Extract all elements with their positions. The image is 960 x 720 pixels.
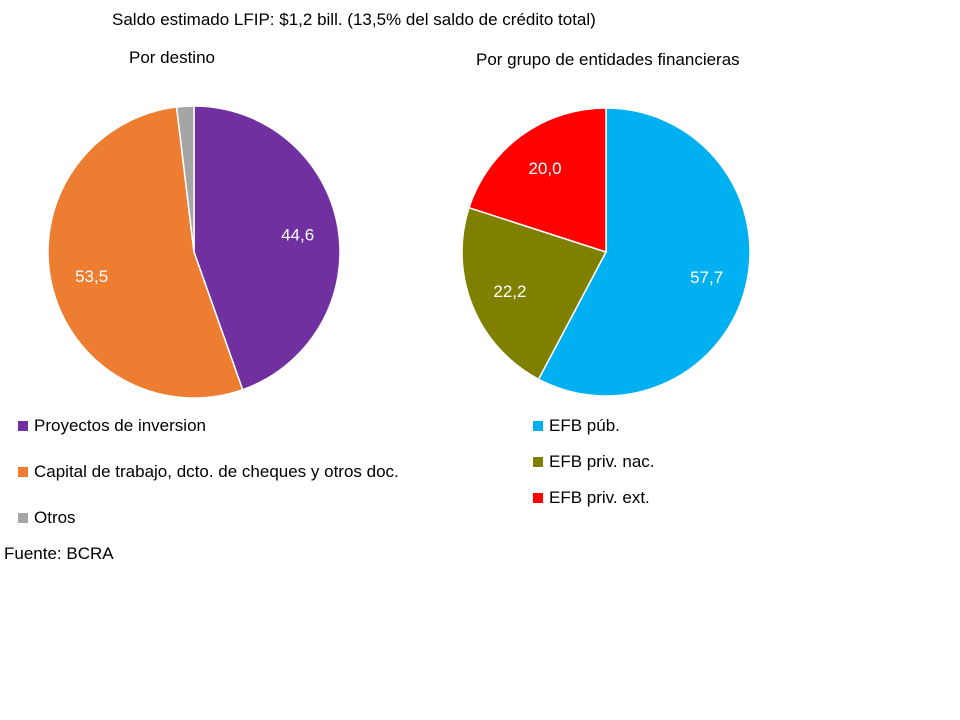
legend-item-proyectos: Proyectos de inversion <box>18 416 206 436</box>
data-label-0-0: 44,6 <box>281 225 314 244</box>
pie-slice-1-0 <box>537 107 751 397</box>
pie-slice-1-2 <box>468 107 607 254</box>
legend-label: Proyectos de inversion <box>34 416 206 435</box>
legend-item-otros: Otros <box>18 508 76 528</box>
legend-label: Capital de trabajo, dcto. de cheques y o… <box>34 462 399 481</box>
chart-title-destino: Por destino <box>129 48 215 67</box>
data-label-1-2: 20,0 <box>528 159 561 178</box>
data-label-1-0: 57,7 <box>690 268 723 287</box>
legend-swatch <box>18 421 28 431</box>
data-label-0-1: 53,5 <box>75 267 108 286</box>
legend-label: Otros <box>34 508 76 527</box>
legend-item-efb-pub: EFB púb. <box>533 416 620 436</box>
pie-slice-0-1 <box>47 106 244 399</box>
source-note: Fuente: BCRA <box>4 544 114 563</box>
legend-item-capital: Capital de trabajo, dcto. de cheques y o… <box>18 462 399 482</box>
pie-destino: 44,6 53,5 <box>47 105 341 399</box>
chart-title-entidades: Por grupo de entidades financieras <box>476 50 740 69</box>
legend-item-efb-priv-ext: EFB priv. ext. <box>533 488 650 508</box>
pie-slice-0-2 <box>175 105 195 253</box>
legend-item-efb-priv-nac: EFB priv. nac. <box>533 452 655 472</box>
data-label-1-1: 22,2 <box>493 282 526 301</box>
legend-label: EFB púb. <box>549 416 620 435</box>
legend-swatch <box>18 467 28 477</box>
legend-label: EFB priv. ext. <box>549 488 650 507</box>
legend-swatch <box>533 421 543 431</box>
main-title: Saldo estimado LFIP: $1,2 bill. (13,5% d… <box>112 10 596 29</box>
pie-entidades: 57,7 22,2 20,0 <box>461 107 751 397</box>
legend-label: EFB priv. nac. <box>549 452 655 471</box>
pie-slice-0-0 <box>193 105 341 391</box>
pie-slice-1-1 <box>461 206 608 381</box>
legend-swatch <box>18 513 28 523</box>
legend-swatch <box>533 493 543 503</box>
legend-swatch <box>533 457 543 467</box>
